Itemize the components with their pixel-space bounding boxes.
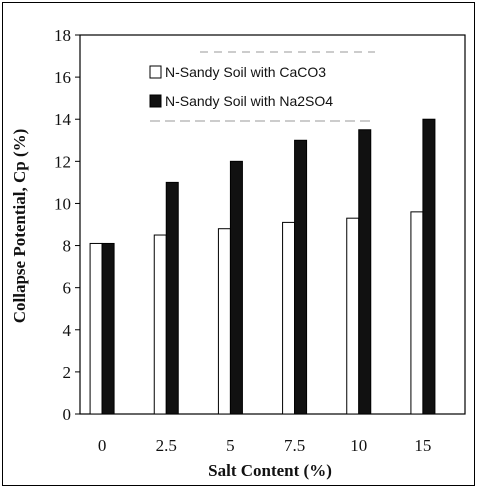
y-tick-label: 12 <box>54 152 71 171</box>
bar-na2so4 <box>422 118 436 415</box>
x-tick-label: 10 <box>350 436 367 455</box>
x-tick-label: 5 <box>226 436 235 455</box>
legend-swatch-caco3 <box>149 65 162 79</box>
bar-caco3 <box>153 234 167 415</box>
y-tick-label: 8 <box>63 237 72 256</box>
bar-caco3 <box>346 217 360 415</box>
x-axis-title: Salt Content (%) <box>208 461 332 480</box>
legend-swatch-na2so4 <box>149 94 162 108</box>
bar-na2so4 <box>165 181 179 415</box>
legend-label-na2so4: N-Sandy Soil with Na2SO4 <box>165 93 333 109</box>
legend: N-Sandy Soil with CaCO3 N-Sandy Soil wit… <box>149 51 375 122</box>
y-tick-label: 0 <box>63 405 72 424</box>
plot-area <box>79 34 466 415</box>
bars <box>89 118 436 415</box>
x-tick-label: 2.5 <box>156 436 177 455</box>
y-tick-label: 6 <box>63 279 72 298</box>
x-tick-label: 0 <box>98 436 107 455</box>
y-axis-ticks: 0 2 4 6 8 10 12 14 16 18 <box>54 26 80 424</box>
y-axis-title: Collapse Potential, Cp (%) <box>10 129 29 324</box>
x-tick-label: 7.5 <box>284 436 305 455</box>
bar-caco3 <box>410 211 424 415</box>
bar-caco3 <box>217 228 231 415</box>
y-tick-label: 14 <box>54 110 72 129</box>
y-tick-label: 10 <box>54 194 71 213</box>
y-tick-label: 18 <box>54 26 71 45</box>
bar-caco3 <box>89 242 103 415</box>
x-tick-label: 15 <box>414 436 431 455</box>
plot-border <box>79 34 466 415</box>
x-axis-ticks: 0 2.5 5 7.5 10 15 <box>98 436 432 455</box>
y-tick-label: 2 <box>63 363 72 382</box>
y-tick-label: 4 <box>63 321 72 340</box>
bar-na2so4 <box>294 139 308 415</box>
legend-label-caco3: N-Sandy Soil with CaCO3 <box>165 64 326 80</box>
y-tick-label: 16 <box>54 68 71 87</box>
bar-caco3 <box>282 221 296 415</box>
bar-na2so4 <box>229 160 243 415</box>
bar-na2so4 <box>101 242 115 415</box>
bar-na2so4 <box>358 129 372 415</box>
